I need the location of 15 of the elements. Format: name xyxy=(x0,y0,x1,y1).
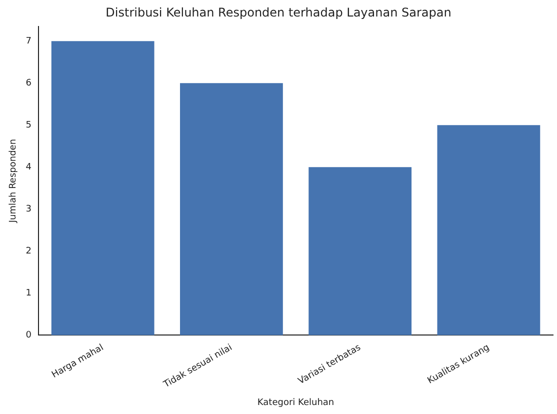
y-tick-label: 0 xyxy=(26,330,32,341)
y-tick-label: 6 xyxy=(26,78,32,88)
x-axis-title: Kategori Keluhan xyxy=(257,398,334,408)
bar xyxy=(437,125,540,336)
y-tick-label: 3 xyxy=(26,204,32,215)
chart-title: Distribusi Keluhan Responden terhadap Layanan Sarapan xyxy=(106,5,452,20)
y-axis-title: Jumlah Responden xyxy=(8,138,19,224)
y-tick-label: 4 xyxy=(26,162,32,172)
y-tick-label: 5 xyxy=(26,120,32,130)
y-tick-label: 7 xyxy=(26,36,32,46)
bar xyxy=(180,83,283,336)
bar xyxy=(308,167,412,336)
y-tick-label: 1 xyxy=(26,288,32,299)
bar xyxy=(51,41,154,336)
y-tick-label: 2 xyxy=(26,246,32,257)
